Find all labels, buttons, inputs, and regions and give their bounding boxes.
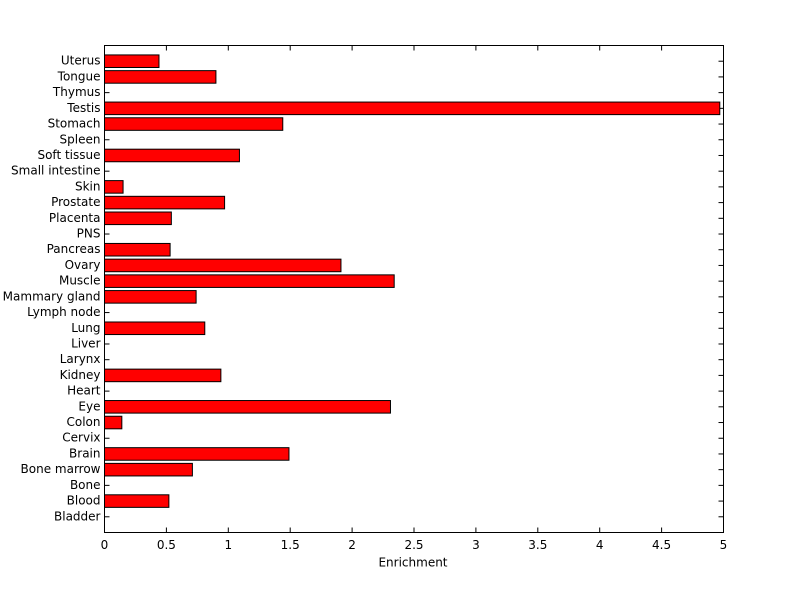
bar [104, 54, 160, 68]
bar [104, 494, 170, 508]
x-tick-label: 0.5 [157, 538, 176, 552]
y-tick-label: Ovary [65, 258, 101, 272]
bar [104, 290, 197, 304]
y-tick-label: Bone [70, 478, 101, 492]
bar [104, 101, 721, 116]
y-tick-label: Spleen [60, 132, 101, 146]
y-tick-label: Skin [75, 179, 101, 193]
y-tick-label: Soft tissue [37, 148, 100, 162]
x-tick-label: 0 [101, 538, 109, 552]
bar [104, 400, 391, 414]
bar [104, 195, 226, 210]
x-tick-label: 5 [720, 538, 728, 552]
y-tick-label: Stomach [48, 117, 101, 131]
y-tick-label: Testis [66, 101, 100, 115]
bar [104, 274, 395, 288]
bar [104, 180, 124, 194]
bar [104, 211, 172, 226]
x-tick-label: 2 [348, 538, 356, 552]
y-tick-label: Bladder [54, 509, 101, 523]
y-tick-label: PNS [77, 227, 101, 241]
y-tick-label: Thymus [52, 85, 101, 99]
y-tick-label: Eye [78, 399, 100, 413]
y-tick-label: Lymph node [27, 305, 100, 319]
bar [104, 117, 284, 131]
bar [104, 321, 206, 336]
y-tick-label: Larynx [60, 352, 101, 366]
bar [104, 415, 123, 430]
y-tick-label: Lung [71, 321, 100, 335]
x-tick-label: 4.5 [652, 538, 671, 552]
x-tick-label: 2.5 [404, 538, 423, 552]
y-tick-label: Uterus [61, 54, 101, 68]
y-tick-label: Small intestine [11, 164, 100, 178]
bar [104, 462, 193, 477]
y-tick-label: Placenta [49, 211, 101, 225]
y-tick-label: Brain [69, 446, 100, 460]
x-tick-label: 1.5 [281, 538, 300, 552]
bar [104, 148, 240, 163]
bar [104, 368, 222, 383]
x-tick-label: 4 [596, 538, 604, 552]
y-tick-label: Cervix [62, 431, 100, 445]
y-tick-label: Liver [71, 336, 101, 350]
x-axis-label: Enrichment [378, 556, 447, 570]
bar [104, 447, 290, 461]
y-tick-label: Mammary gland [3, 289, 101, 303]
y-tick-label: Colon [66, 415, 100, 429]
y-tick-label: Blood [67, 494, 101, 508]
bar [104, 242, 171, 257]
bar [104, 258, 342, 273]
y-tick-label: Pancreas [47, 242, 101, 256]
x-tick-label: 3 [472, 538, 480, 552]
y-tick-label: Tongue [57, 69, 101, 83]
bar [104, 70, 217, 84]
y-tick-label: Muscle [59, 274, 101, 288]
y-tick-label: Prostate [51, 195, 100, 209]
y-tick-label: Kidney [60, 368, 101, 382]
y-tick-label: Heart [67, 384, 101, 398]
x-tick-label: 3.5 [528, 538, 547, 552]
y-tick-label: Bone marrow [21, 462, 101, 476]
x-tick-label: 1 [224, 538, 232, 552]
